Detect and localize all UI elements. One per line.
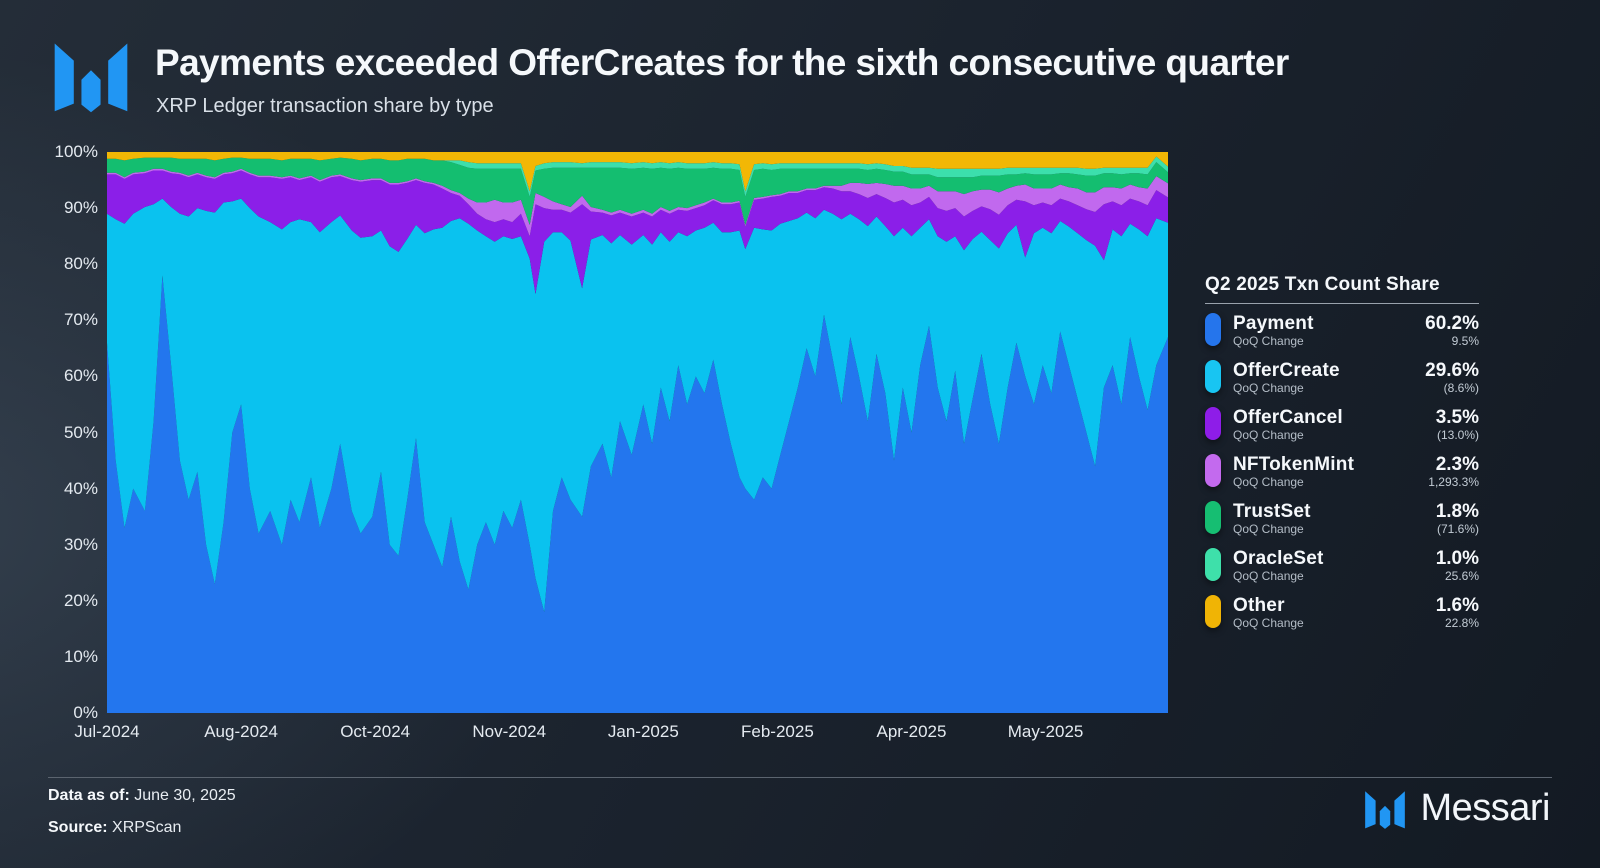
legend-item-change: (13.0%) [1436, 428, 1479, 442]
messari-logo-icon [1365, 791, 1406, 829]
legend-item-change: 25.6% [1444, 569, 1479, 583]
y-tick-label: 40% [63, 478, 98, 498]
y-tick-label: 10% [63, 646, 98, 666]
legend-item-name: OfferCancel [1233, 407, 1343, 428]
area-series-offercreate [107, 198, 1168, 612]
y-tick-label: 60% [63, 366, 98, 386]
legend-item-offercancel: OfferCancel QoQ Change 3.5% (13.0%) [1205, 407, 1479, 443]
legend-item-sublabel: QoQ Change [1233, 475, 1304, 489]
legend-item-value: 3.5% [1435, 407, 1479, 428]
footer-divider [48, 777, 1552, 778]
legend-title: Q2 2025 Txn Count Share [1205, 274, 1479, 304]
data-as-of-label: Data as of: [48, 787, 130, 804]
legend-item-name: OfferCreate [1233, 360, 1340, 381]
legend-item-nftokenmint: NFTokenMint QoQ Change 2.3% 1,293.3% [1205, 454, 1479, 490]
area-series-trustset [107, 157, 1168, 225]
legend-item-sublabel: QoQ Change [1233, 428, 1304, 442]
x-tick-label: Oct-2024 [340, 722, 411, 741]
legend-item-value: 1.8% [1435, 501, 1479, 522]
y-tick-label: 30% [63, 534, 98, 554]
legend-panel: Q2 2025 Txn Count Share Payment QoQ Chang… [1205, 274, 1479, 642]
y-tick-label: 90% [63, 198, 98, 218]
y-tick-label: 70% [63, 310, 98, 330]
legend-swatch-icon [1205, 454, 1221, 487]
x-tick-label: Aug-2024 [204, 722, 278, 741]
x-tick-label: Nov-2024 [472, 722, 547, 741]
legend-swatch-icon [1205, 360, 1221, 393]
messari-wordmark-text: Messari [1420, 787, 1550, 829]
legend-item-value: 2.3% [1435, 454, 1479, 475]
legend-item-value: 1.0% [1435, 548, 1479, 569]
legend-item-sublabel: QoQ Change [1233, 334, 1304, 348]
area-series-offercancel [107, 170, 1168, 294]
legend-item-value: 29.6% [1425, 360, 1479, 381]
legend-item-change: (71.6%) [1436, 522, 1479, 536]
legend-item-change: 9.5% [1451, 334, 1479, 348]
legend-item-name: Other [1233, 595, 1285, 616]
area-series-nftokenmint [107, 168, 1168, 237]
y-tick-label: 0% [73, 703, 98, 722]
legend-swatch-icon [1205, 548, 1221, 581]
legend-items: Payment QoQ Change 60.2% 9.5% OfferCreate QoQ… [1205, 313, 1479, 631]
messari-logo-icon [54, 43, 128, 113]
x-tick-label: May-2025 [1007, 722, 1084, 741]
legend-swatch-icon [1205, 313, 1221, 346]
legend-item-name: Payment [1233, 313, 1314, 334]
legend-item-payment: Payment QoQ Change 60.2% 9.5% [1205, 313, 1479, 349]
legend-item-name: TrustSet [1233, 501, 1311, 522]
legend-item-name: NFTokenMint [1233, 454, 1355, 475]
legend-item-sublabel: QoQ Change [1233, 616, 1304, 630]
area-series-oracleset [107, 156, 1168, 197]
page-subtitle: XRP Ledger transaction share by type [156, 95, 494, 117]
y-tick-label: 80% [63, 254, 98, 274]
legend-item-oracleset: OracleSet QoQ Change 1.0% 25.6% [1205, 548, 1479, 584]
x-tick-label: Jan-2025 [607, 722, 679, 741]
x-tick-label: Apr-2025 [876, 722, 947, 741]
messari-wordmark: Messari [1361, 785, 1550, 832]
legend-item-sublabel: QoQ Change [1233, 522, 1304, 536]
data-as-of-value: June 30, 2025 [134, 787, 236, 804]
legend-item-name: OracleSet [1233, 548, 1324, 569]
legend-item-change: (8.6%) [1443, 381, 1479, 395]
legend-item-trustset: TrustSet QoQ Change 1.8% (71.6%) [1205, 501, 1479, 537]
legend-item-sublabel: QoQ Change [1233, 381, 1304, 395]
legend-item-change: 22.8% [1444, 616, 1479, 630]
legend-swatch-icon [1205, 501, 1221, 534]
legend-item-other: Other QoQ Change 1.6% 22.8% [1205, 595, 1479, 631]
legend-item-offercreate: OfferCreate QoQ Change 29.6% (8.6%) [1205, 360, 1479, 396]
area-series-payment [107, 275, 1168, 713]
y-tick-label: 100% [54, 142, 98, 161]
stacked-area-chart [107, 152, 1168, 713]
source-line: Source: XRPScan [48, 819, 181, 837]
legend-swatch-icon [1205, 407, 1221, 440]
page-title: Payments exceeded OfferCreates for the s… [155, 42, 1289, 83]
legend-item-change: 1,293.3% [1428, 475, 1479, 489]
legend-swatch-icon [1205, 595, 1221, 628]
data-as-of-line: Data as of: June 30, 2025 [48, 787, 236, 805]
legend-item-value: 1.6% [1435, 595, 1479, 616]
y-tick-label: 50% [63, 422, 98, 442]
y-tick-label: 20% [63, 590, 98, 610]
area-series-other [107, 152, 1168, 192]
x-tick-label: Jul-2024 [74, 722, 140, 741]
source-label: Source: [48, 819, 108, 836]
legend-item-sublabel: QoQ Change [1233, 569, 1304, 583]
legend-item-value: 60.2% [1425, 313, 1479, 334]
source-value: XRPScan [112, 819, 182, 836]
x-tick-label: Feb-2025 [741, 722, 814, 741]
